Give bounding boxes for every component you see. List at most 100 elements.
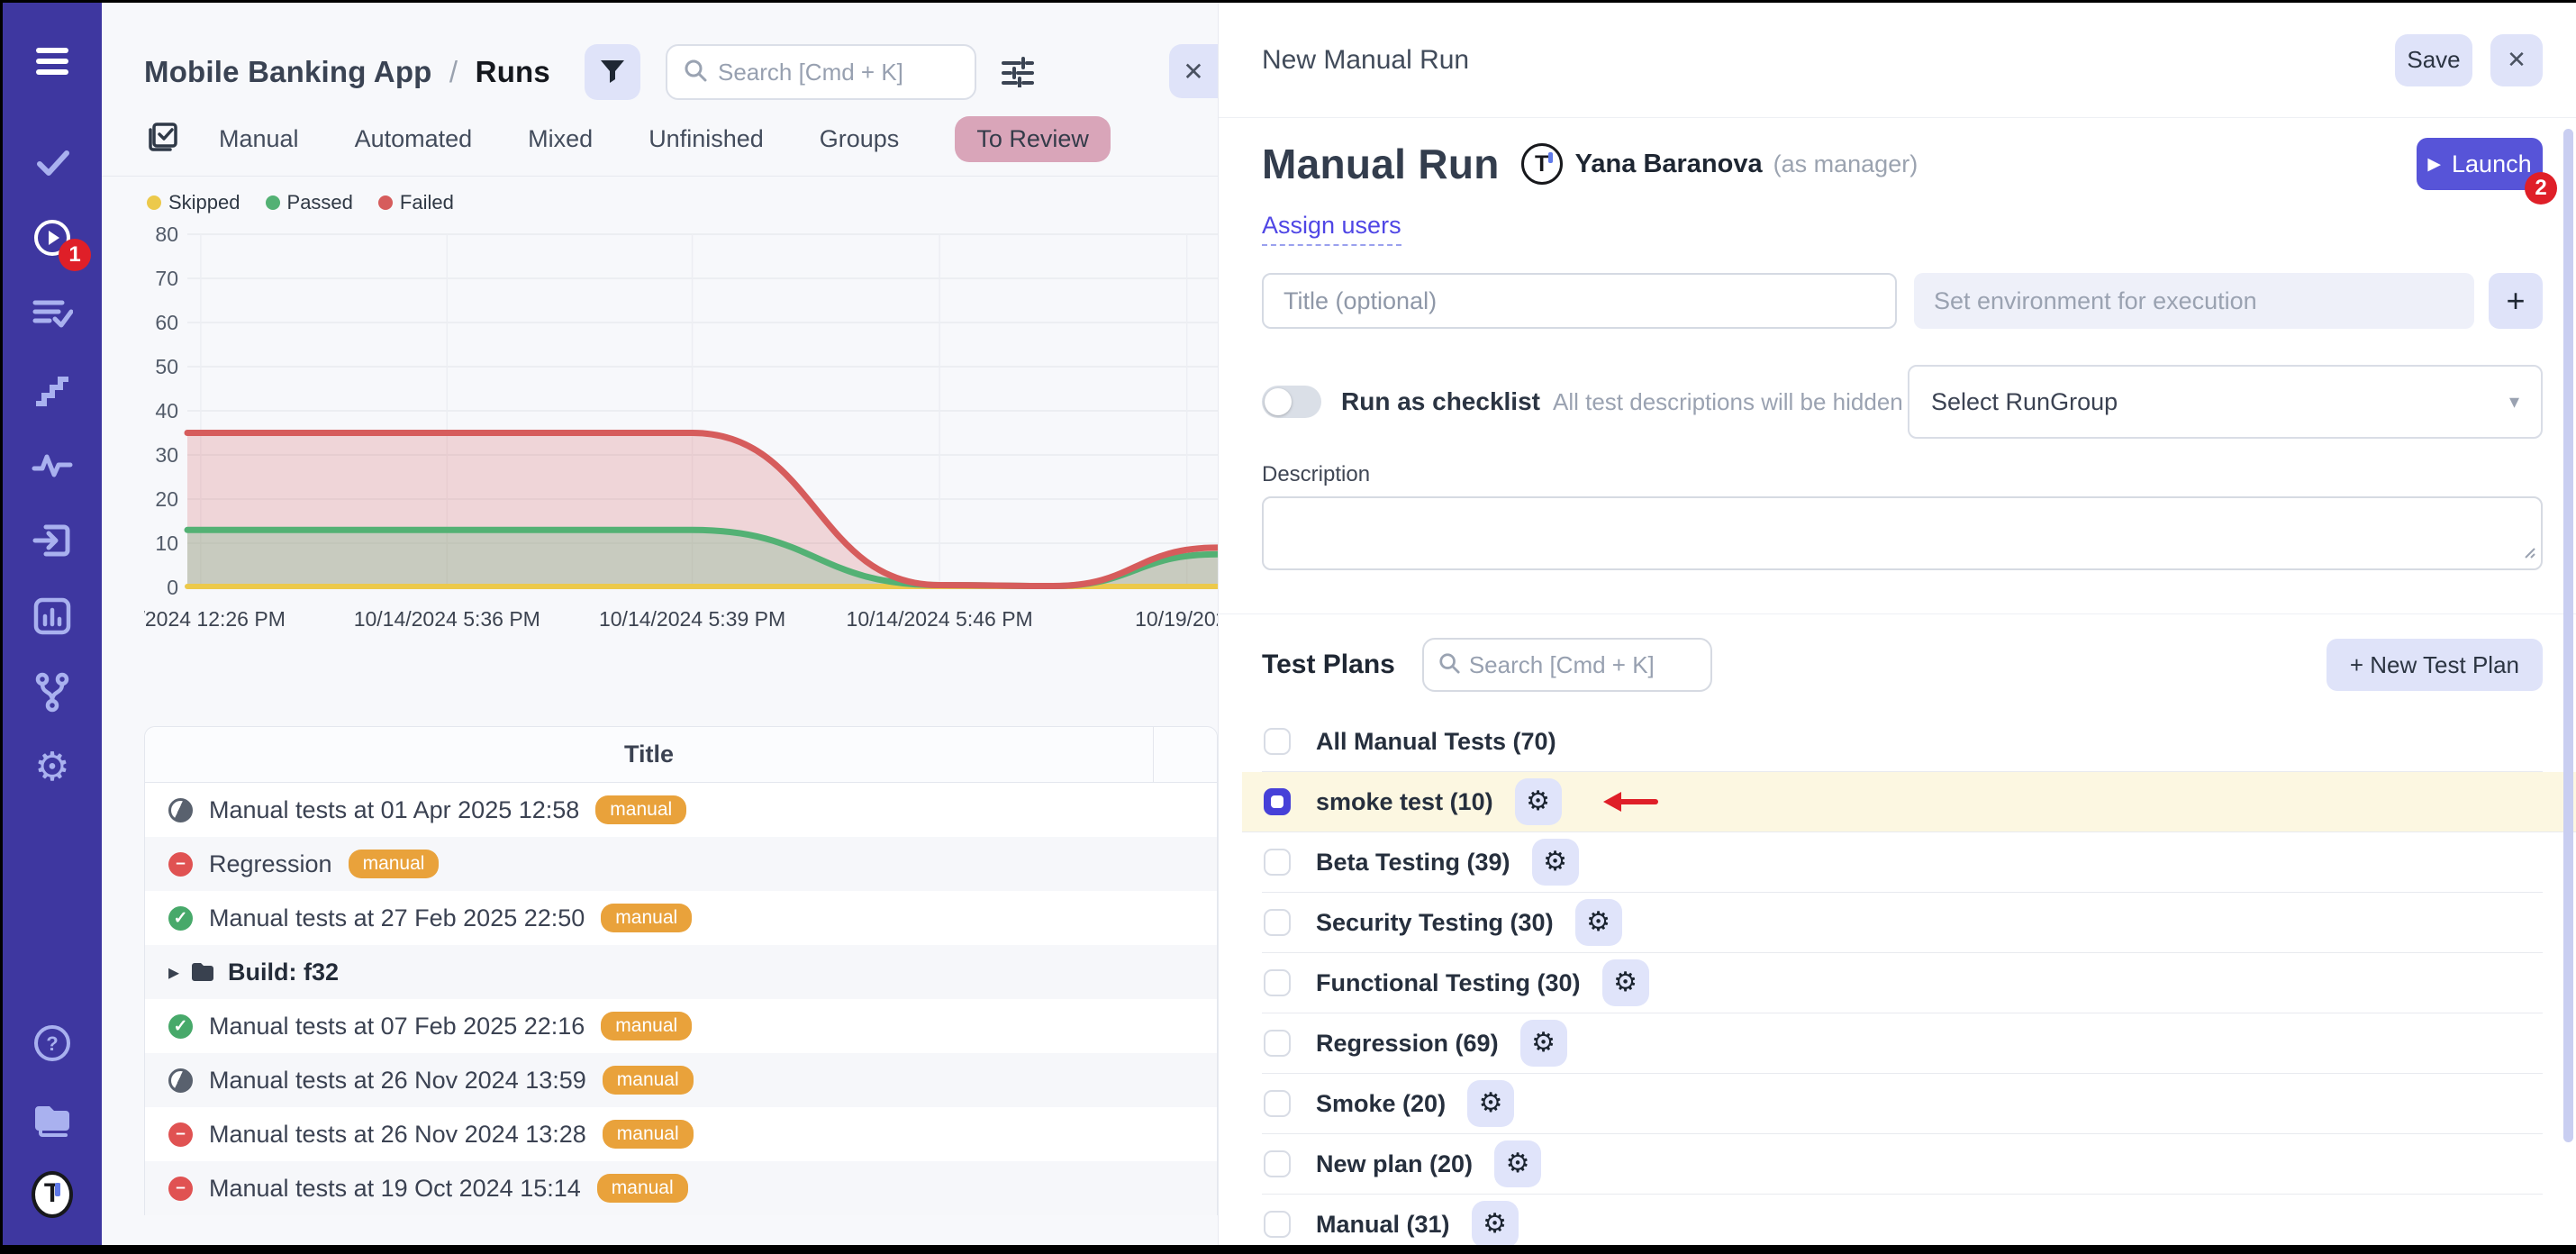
table-row[interactable]: –Regression manual: [145, 837, 1217, 891]
steps-icon[interactable]: [32, 368, 73, 410]
plan-checkbox[interactable]: [1264, 909, 1291, 936]
scrollbar-thumb[interactable]: [2563, 129, 2573, 1142]
test-plan-row: smoke test (10) ⚙: [1242, 772, 2576, 832]
settings-sliders-icon[interactable]: [1000, 55, 1036, 90]
test-plan-row: New plan (20) ⚙: [1262, 1134, 2543, 1195]
table-row-folder[interactable]: ▸ Build: f32: [145, 945, 1217, 999]
plan-gear-button[interactable]: ⚙: [1575, 899, 1622, 946]
plan-gear-button[interactable]: ⚙: [1494, 1140, 1541, 1187]
manual-badge: manual: [349, 850, 440, 878]
run-title-text[interactable]: Manual tests at 27 Feb 2025 22:50: [209, 904, 585, 932]
table-row[interactable]: Manual tests at 26 Nov 2024 13:59manual: [145, 1053, 1217, 1107]
plan-checkbox[interactable]: [1264, 728, 1291, 755]
plan-checkbox[interactable]: [1264, 849, 1291, 876]
list-check-icon[interactable]: [32, 293, 73, 334]
plan-checkbox[interactable]: [1264, 1211, 1291, 1238]
check-icon[interactable]: [32, 141, 73, 183]
tab-groups[interactable]: Groups: [820, 125, 900, 153]
manual-badge: manual: [603, 1120, 694, 1149]
add-environment-button[interactable]: +: [2489, 273, 2543, 329]
plan-label[interactable]: All Manual Tests (70): [1316, 728, 1556, 756]
plan-checkbox[interactable]: [1264, 969, 1291, 996]
tab-mixed[interactable]: Mixed: [528, 125, 593, 153]
hamburger-menu-icon[interactable]: [32, 41, 73, 82]
plan-gear-button[interactable]: ⚙: [1515, 778, 1562, 825]
plan-label[interactable]: New plan (20): [1316, 1150, 1473, 1178]
test-plans-search[interactable]: [1422, 638, 1712, 692]
checklist-hint: All test descriptions will be hidden: [1553, 388, 1903, 416]
run-title-text[interactable]: Build: f32: [228, 959, 339, 986]
table-row[interactable]: ✓Manual tests at 07 Feb 2025 22:16manual: [145, 999, 1217, 1053]
plan-label[interactable]: Beta Testing (39): [1316, 849, 1510, 877]
tab-automated[interactable]: Automated: [355, 125, 473, 153]
test-plan-row: Functional Testing (30) ⚙: [1262, 953, 2543, 1013]
bar-chart-box-icon[interactable]: [32, 595, 73, 637]
breadcrumb-project[interactable]: Mobile Banking App: [144, 55, 432, 88]
description-textarea[interactable]: [1262, 496, 2543, 570]
testomat-logo[interactable]: T: [32, 1174, 73, 1215]
new-test-plan-button[interactable]: + New Test Plan: [2327, 639, 2543, 691]
filter-button[interactable]: [585, 44, 640, 100]
tab-manual[interactable]: Manual: [219, 125, 299, 153]
run-title-text[interactable]: Regression: [209, 850, 332, 878]
plan-gear-button[interactable]: ⚙: [1520, 1020, 1567, 1067]
plan-label[interactable]: Functional Testing (30): [1316, 969, 1581, 997]
plan-gear-button[interactable]: ⚙: [1467, 1080, 1514, 1127]
rungroup-select[interactable]: Select RunGroup ▾: [1908, 365, 2543, 439]
status-failed-icon: –: [168, 852, 193, 877]
folder-icon[interactable]: [32, 1098, 73, 1140]
plan-label[interactable]: Regression (69): [1316, 1030, 1499, 1058]
table-row[interactable]: ✓Manual tests at 27 Feb 2025 22:50manual: [145, 891, 1217, 945]
runs-play-circle-icon[interactable]: 1: [32, 217, 73, 259]
plan-checkbox[interactable]: [1264, 1150, 1291, 1177]
status-pending-icon: [168, 1068, 193, 1093]
branch-icon[interactable]: [32, 671, 73, 713]
run-as-checklist-toggle[interactable]: [1262, 386, 1321, 418]
table-row[interactable]: Manual tests at 01 Apr 2025 12:58manual: [145, 783, 1217, 837]
plan-label[interactable]: Manual (31): [1316, 1211, 1450, 1239]
plan-gear-button[interactable]: ⚙: [1602, 959, 1649, 1006]
plan-label[interactable]: Security Testing (30): [1316, 909, 1554, 937]
table-row[interactable]: –Manual tests at 19 Oct 2024 15:14manual: [145, 1161, 1217, 1215]
run-title-input[interactable]: [1262, 273, 1897, 329]
run-title-text[interactable]: Manual tests at 26 Nov 2024 13:59: [209, 1067, 586, 1095]
run-title-text[interactable]: Manual tests at 07 Feb 2025 22:16: [209, 1013, 585, 1040]
runs-search-input[interactable]: [718, 59, 958, 86]
environment-input[interactable]: [1914, 273, 2474, 329]
test-plans-header: Test Plans + New Test Plan: [1262, 638, 2543, 692]
plan-gear-button[interactable]: ⚙: [1472, 1201, 1519, 1245]
folder-icon: [190, 961, 215, 983]
launch-button[interactable]: ▶ Launch 2: [2417, 138, 2543, 190]
gear-icon[interactable]: ⚙: [32, 747, 73, 788]
runs-panel-close-button[interactable]: ✕: [1169, 44, 1218, 98]
plan-checkbox-checked[interactable]: [1264, 788, 1291, 815]
plan-checkbox[interactable]: [1264, 1030, 1291, 1057]
test-plans-search-input[interactable]: [1469, 651, 1696, 679]
run-title-text[interactable]: Manual tests at 01 Apr 2025 12:58: [209, 796, 579, 824]
sign-in-icon[interactable]: [32, 520, 73, 561]
tab-to-review[interactable]: To Review: [955, 116, 1111, 162]
run-title-text[interactable]: Manual tests at 26 Nov 2024 13:28: [209, 1121, 586, 1149]
plan-gear-button[interactable]: ⚙: [1532, 839, 1579, 886]
test-plan-row: Regression (69) ⚙: [1262, 1013, 2543, 1074]
save-button[interactable]: Save: [2395, 34, 2472, 86]
runs-header: Mobile Banking App / Runs: [102, 3, 1218, 102]
resize-handle[interactable]: [2521, 544, 2535, 563]
activity-pulse-icon[interactable]: [32, 444, 73, 486]
caret-right-icon[interactable]: ▸: [168, 959, 179, 986]
tab-unfinished[interactable]: Unfinished: [649, 125, 764, 153]
run-title: Manual Run: [1262, 140, 1500, 188]
help-circle-icon[interactable]: ?: [32, 1022, 73, 1064]
section-divider: [1219, 613, 2576, 614]
plan-checkbox[interactable]: [1264, 1090, 1291, 1117]
drawer-close-button[interactable]: ✕: [2490, 34, 2543, 86]
plan-label[interactable]: Smoke (20): [1316, 1090, 1446, 1118]
table-row[interactable]: –Manual tests at 26 Nov 2024 13:28manual: [145, 1107, 1217, 1161]
assign-users-link[interactable]: Assign users: [1262, 212, 1401, 246]
svg-text:?: ?: [46, 1032, 58, 1055]
run-title-text[interactable]: Manual tests at 19 Oct 2024 15:14: [209, 1175, 581, 1203]
breadcrumb: Mobile Banking App / Runs: [144, 55, 550, 89]
plan-label[interactable]: smoke test (10): [1316, 788, 1493, 816]
select-all-icon[interactable]: [147, 121, 179, 158]
runs-search[interactable]: [666, 44, 976, 100]
